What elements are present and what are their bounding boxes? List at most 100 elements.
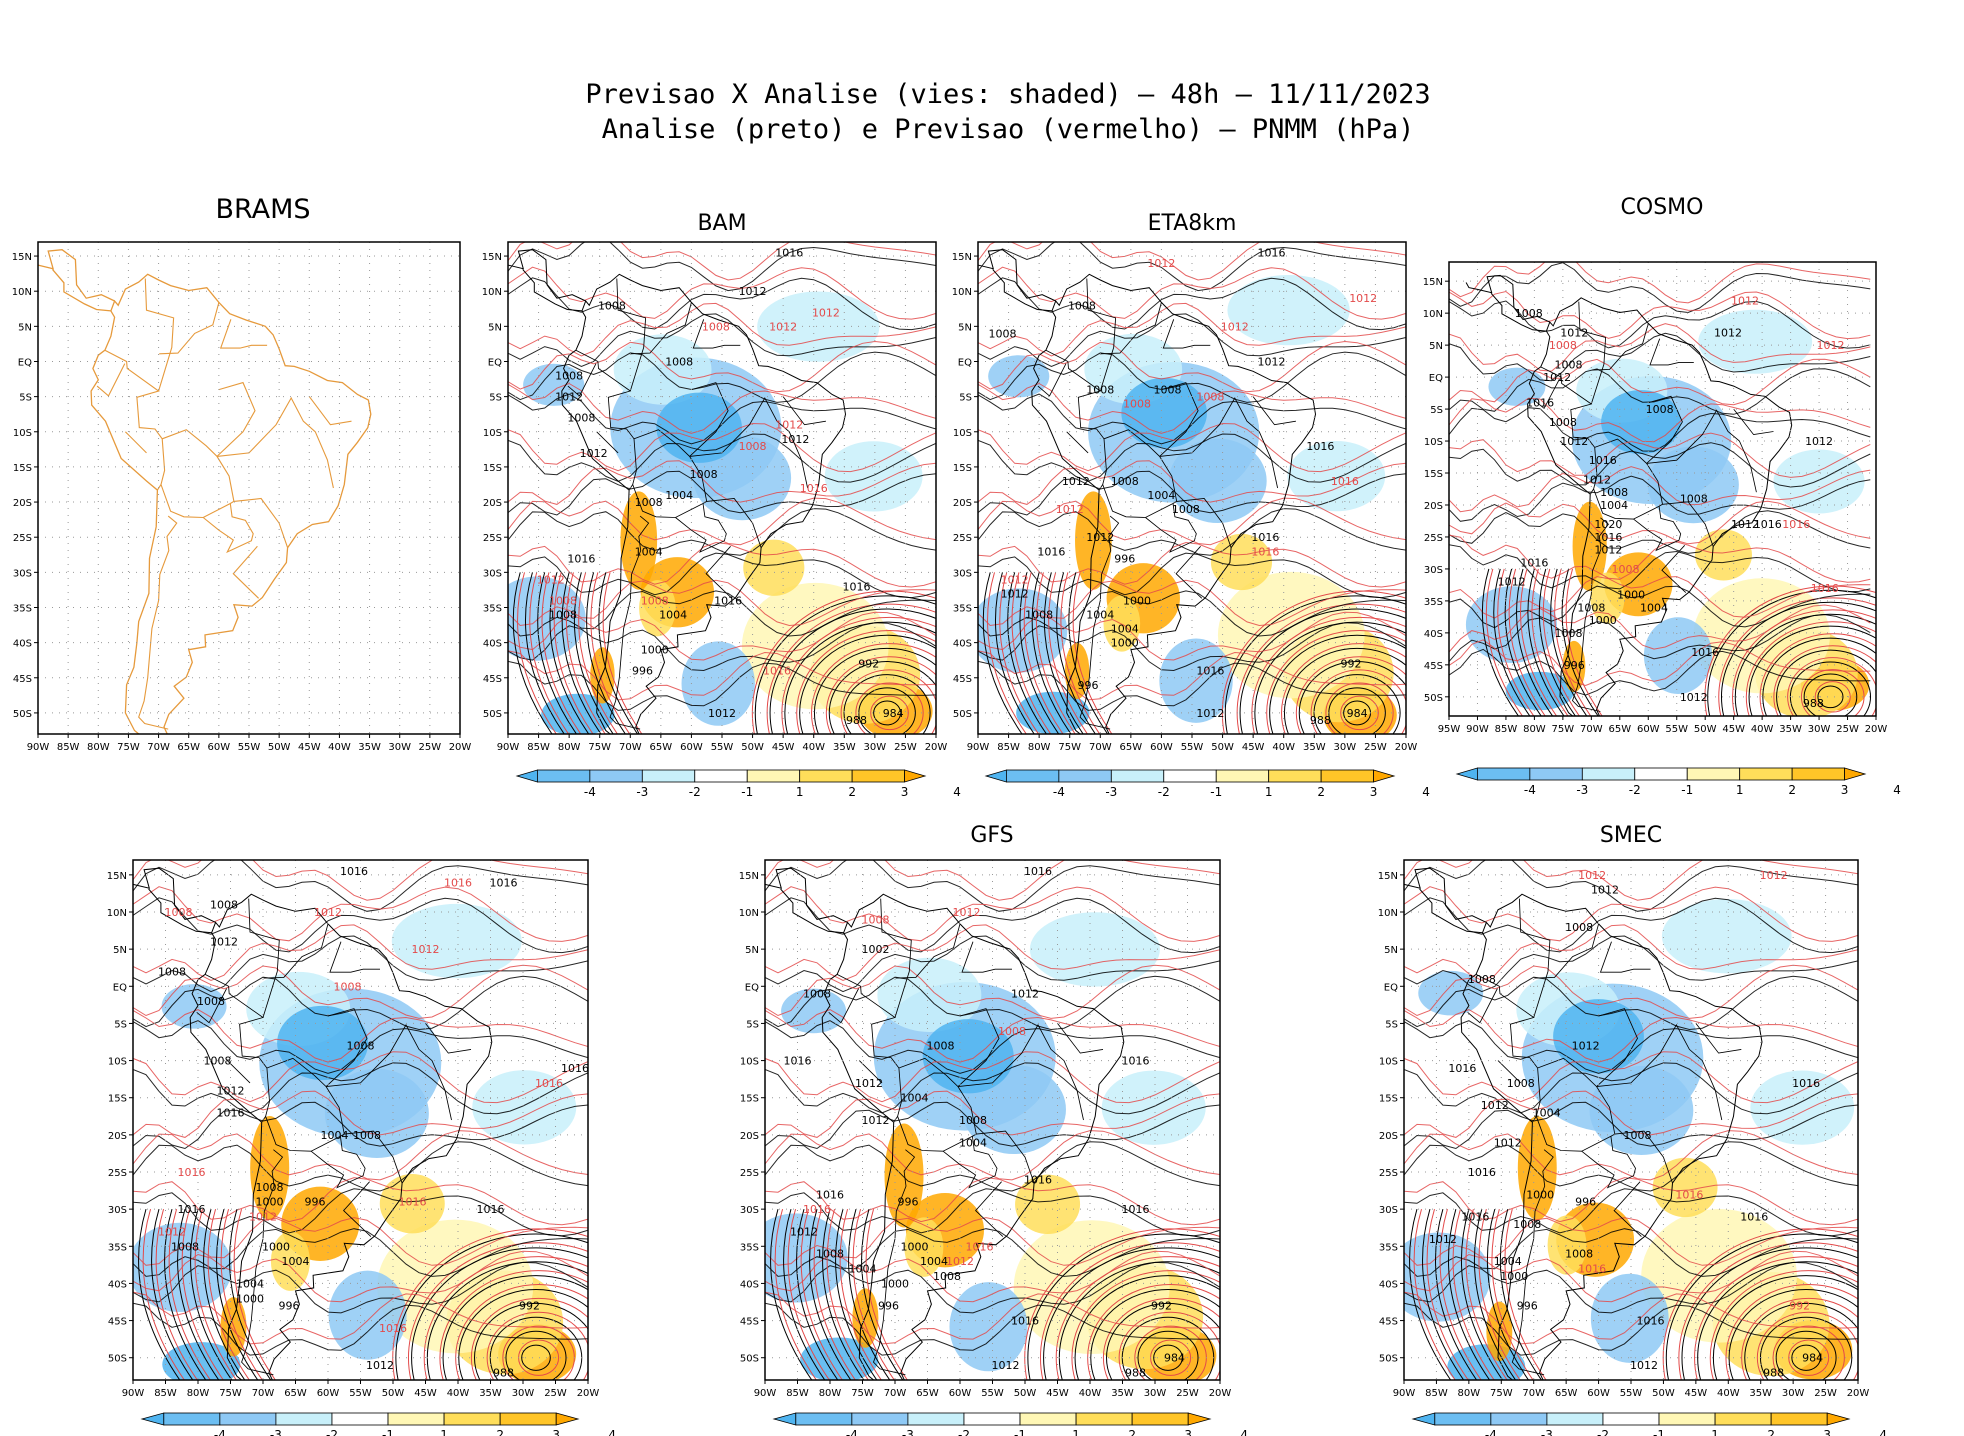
bias-area — [988, 355, 1050, 398]
colorbar-label: 3 — [1184, 1428, 1192, 1436]
country-border — [957, 1024, 1084, 1121]
lat-tick-label: 40S — [108, 1279, 127, 1290]
contour-label: 1008 — [665, 355, 693, 368]
colorbar-label: -4 — [584, 785, 596, 799]
lat-tick-label: 40S — [1379, 1279, 1398, 1290]
contour-label: 1008 — [1196, 391, 1224, 404]
contour-label: 1016 — [1740, 1211, 1768, 1224]
contour-label: 1012 — [249, 1211, 277, 1224]
contour-label: 1008 — [1646, 403, 1674, 416]
analysis-isobar — [1550, 568, 1588, 716]
lon-tick-label: 65W — [650, 742, 673, 753]
contour-label: 1016 — [763, 665, 791, 678]
colorbar-cell — [275, 1412, 333, 1426]
contour-label: 996 — [1517, 1300, 1538, 1313]
lat-tick-label: 30S — [953, 568, 972, 579]
contour-label: 1008 — [1680, 493, 1708, 506]
analysis-isobar — [508, 351, 936, 403]
colorbar-cell — [1268, 769, 1322, 783]
lon-tick-label: 55W — [349, 1388, 372, 1399]
lat-tick-label: 45S — [1379, 1317, 1398, 1328]
lat-tick-label: 5S — [489, 393, 502, 404]
contour-label: 1016 — [1691, 646, 1719, 659]
analysis-isobar — [978, 470, 1406, 516]
analysis-isobar — [203, 1209, 246, 1380]
contour-label: 1012 — [1560, 435, 1588, 448]
contour-label: 988 — [846, 714, 867, 727]
contour-label: 1000 — [881, 1277, 909, 1290]
forecast-isobar — [1678, 1242, 1858, 1380]
country-border — [689, 382, 729, 457]
country-border — [1534, 923, 1600, 979]
contour-label: 1016 — [1675, 1188, 1703, 1201]
colorbar-label: 3 — [901, 785, 909, 799]
analysis-isobar — [1449, 510, 1871, 554]
colorbar-cosmo: -4 -3 -2 -1 1 2 3 4 — [1455, 767, 1901, 797]
colorbar-cell — [851, 1412, 909, 1426]
contour-label: 1016 — [800, 482, 828, 495]
lon-tick-label: 70W — [1522, 1388, 1545, 1399]
contour-label: 1016 — [1196, 665, 1224, 678]
lat-tick-label: 10S — [108, 1057, 127, 1068]
colorbar-label: -4 — [1485, 1428, 1497, 1436]
map-area-bam: 1016101210121012100810081008100810121008… — [508, 242, 936, 734]
country-border — [144, 278, 175, 392]
lon-tick-label: 80W — [1458, 1388, 1481, 1399]
lat-tick-label: 10S — [483, 428, 502, 439]
contour-label: 1000 — [262, 1240, 290, 1253]
contour-label: 1012 — [1001, 587, 1029, 600]
lon-tick-label: 45W — [772, 742, 795, 753]
contour-label: 1004 — [665, 489, 693, 502]
colorbar-label: 3 — [1823, 1428, 1831, 1436]
bias-area — [1661, 899, 1792, 974]
forecast-isobar — [839, 1209, 882, 1380]
contour-label: 1008 — [1507, 1077, 1535, 1090]
country-border — [1540, 366, 1598, 495]
bias-area — [613, 334, 712, 405]
analysis-isobar — [1762, 637, 1876, 716]
colorbar-label: 4 — [1240, 1428, 1248, 1436]
lat-tick-label: 30S — [13, 568, 32, 579]
lon-tick-label: 20W — [577, 1388, 600, 1399]
colorbar-label: -3 — [270, 1428, 282, 1436]
country-border — [125, 431, 147, 454]
lat-tick-label: 50S — [1379, 1354, 1398, 1365]
analysis-isobar — [784, 621, 936, 734]
coastline-south-america — [90, 273, 372, 734]
forecast-isobar — [133, 860, 588, 901]
lat-tick-label: EQ — [958, 357, 972, 368]
forecast-isobar — [508, 266, 936, 320]
contour-label: 1012 — [1543, 371, 1571, 384]
lat-tick-label: 35S — [108, 1242, 127, 1253]
lat-tick-label: 25S — [13, 533, 32, 544]
analysis-isobar — [508, 242, 936, 292]
country-border — [1646, 409, 1757, 493]
lon-tick-label: 65W — [284, 1388, 307, 1399]
colorbar-cell — [984, 769, 1007, 783]
forecast-isobar — [1732, 609, 1876, 716]
lat-tick-label: 5N — [1384, 945, 1398, 956]
analysis-isobar — [978, 552, 1406, 599]
lat-tick-label: 50S — [108, 1354, 127, 1365]
forecast-isobar — [168, 1209, 211, 1380]
contour-label: 1004 — [1640, 601, 1668, 614]
forecast-isobar — [1071, 1270, 1220, 1380]
analysis-isobar — [765, 1302, 1220, 1356]
lon-tick-label: 65W — [916, 1388, 939, 1399]
lon-tick-label: 55W — [711, 742, 734, 753]
contour-label: 1016 — [816, 1188, 844, 1201]
contour-label: 1012 — [1221, 320, 1249, 333]
contour-label: 1012 — [1816, 339, 1844, 352]
colorbar-cell — [641, 769, 696, 783]
country-border — [1572, 517, 1609, 712]
lon-tick-label: 30W — [512, 1388, 535, 1399]
colorbar-cell — [1131, 1412, 1189, 1426]
colorbar-cell — [1658, 1412, 1716, 1426]
contour-label: 1016 — [567, 552, 595, 565]
forecast-isobar — [765, 1291, 1220, 1345]
lon-tick-label: 55W — [981, 1388, 1004, 1399]
lon-tick-label: 90W — [27, 742, 50, 753]
colorbar-cell — [1163, 769, 1217, 783]
lon-tick-label: 65W — [1120, 742, 1143, 753]
colorbar-label: -4 — [1053, 785, 1065, 799]
